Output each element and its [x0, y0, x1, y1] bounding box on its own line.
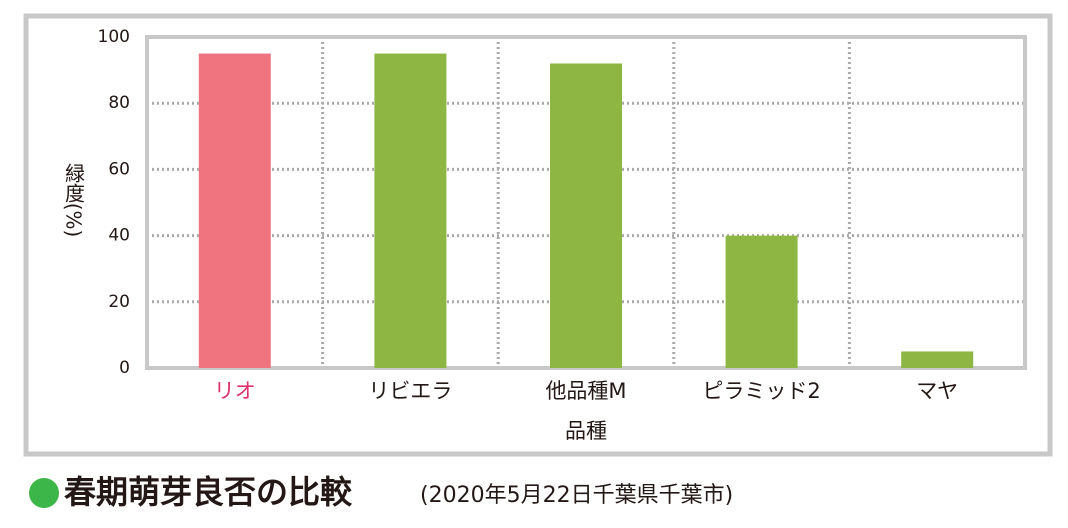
y-tick-label: 0	[119, 358, 130, 378]
y-tick-label: 40	[108, 226, 130, 246]
x-tick-label: リビエラ	[368, 379, 452, 403]
y-tick-label: 60	[108, 159, 130, 179]
y-tick-label: 20	[108, 292, 130, 312]
bar	[901, 351, 974, 368]
outer-frame	[23, 13, 1053, 457]
caption: 春期萌芽良否の比較	[64, 473, 353, 511]
bar	[725, 235, 798, 368]
caption-note: (2020年5月22日千葉県千葉市)	[420, 483, 733, 508]
x-tick-label: マヤ	[916, 379, 958, 403]
caption-bullet	[29, 478, 59, 508]
x-tick-label: 他品種M	[545, 379, 626, 403]
y-tick-label: 100	[98, 27, 130, 47]
x-tick-label: リオ	[214, 379, 256, 403]
bar	[374, 53, 447, 369]
x-tick-label: ピラミッド2	[702, 379, 820, 403]
y-tick-label: 80	[108, 93, 130, 113]
x-axis-label: 品種	[565, 419, 607, 443]
y-axis-label: 緑度(%)	[62, 162, 86, 237]
bar	[198, 53, 271, 369]
bar	[550, 63, 622, 368]
